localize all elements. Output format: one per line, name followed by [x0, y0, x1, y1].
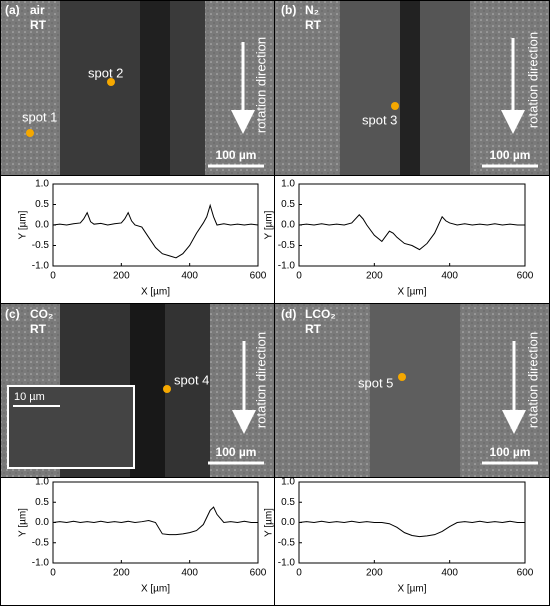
spot-marker: [163, 385, 171, 393]
scale-label: 100 µm: [216, 148, 257, 162]
x-tick-label: 400: [181, 568, 198, 579]
spot-marker: [107, 78, 115, 86]
panel-label: (b): [281, 3, 296, 17]
y-axis-label: Y [µm]: [264, 508, 275, 537]
y-tick-label: 0.0: [35, 220, 49, 231]
direction-label: rotation direction: [525, 32, 540, 128]
x-tick-label: 200: [366, 568, 383, 579]
spot-marker: [391, 102, 399, 110]
y-tick-label: 1.0: [281, 477, 295, 488]
spot-label: spot 5: [358, 375, 393, 390]
y-tick-label: 0.0: [281, 220, 295, 231]
temperature: RT: [305, 322, 322, 336]
wear-track: [140, 0, 170, 175]
x-axis-label: X [µm]: [141, 287, 170, 298]
y-tick-label: 0.0: [281, 517, 295, 528]
y-axis-label: Y [µm]: [18, 210, 29, 239]
scale-label: 100 µm: [490, 445, 531, 459]
panel-label: (a): [5, 3, 20, 17]
wear-track: [60, 0, 205, 175]
temperature: RT: [30, 18, 47, 32]
inset-scale-label: 10 µm: [14, 391, 45, 403]
inset-image: [7, 385, 135, 469]
y-tick-label: -0.5: [32, 537, 50, 548]
x-tick-label: 200: [113, 568, 130, 579]
y-tick-label: -0.5: [32, 240, 50, 251]
plot-area: [52, 183, 259, 267]
spot-marker: [398, 373, 406, 381]
x-tick-label: 0: [50, 271, 56, 282]
x-tick-label: 400: [181, 271, 198, 282]
y-tick-label: 1.0: [35, 179, 49, 190]
spot-label: spot 2: [88, 65, 123, 80]
x-axis-label: X [µm]: [397, 287, 426, 298]
wear-track: [370, 304, 460, 477]
x-tick-label: 600: [250, 568, 267, 579]
profile-line: [52, 506, 258, 536]
temperature: RT: [305, 18, 322, 32]
x-tick-label: 600: [250, 271, 267, 282]
scale-label: 100 µm: [490, 148, 531, 162]
y-axis-label: Y [µm]: [264, 210, 275, 239]
y-tick-label: 1.0: [35, 477, 49, 488]
y-tick-label: 1.0: [281, 179, 295, 190]
atmosphere: CO₂: [30, 307, 53, 321]
x-tick-label: 0: [50, 568, 56, 579]
profile-line: [298, 520, 525, 538]
x-tick-label: 600: [517, 568, 534, 579]
y-tick-label: 0.5: [281, 199, 295, 210]
y-tick-label: -0.5: [278, 537, 296, 548]
y-tick-label: -1.0: [32, 558, 50, 569]
profile-line: [52, 203, 259, 259]
direction-label: rotation direction: [525, 332, 540, 428]
spot-label: spot 4: [174, 372, 209, 387]
scale-label: 100 µm: [216, 445, 257, 459]
x-tick-label: 200: [366, 271, 383, 282]
y-tick-label: 0.0: [35, 517, 49, 528]
wear-track: [130, 304, 165, 477]
profile-line: [298, 214, 525, 251]
x-tick-label: 0: [296, 271, 302, 282]
x-tick-label: 600: [517, 271, 534, 282]
panel-label: (d): [281, 307, 296, 321]
y-tick-label: 0.5: [281, 497, 295, 508]
x-tick-label: 200: [113, 271, 130, 282]
direction-label: rotation direction: [253, 332, 268, 428]
y-axis-label: Y [µm]: [18, 508, 29, 537]
spot-marker: [26, 129, 34, 137]
y-tick-label: 0.5: [35, 497, 49, 508]
y-tick-label: -1.0: [32, 261, 50, 272]
x-tick-label: 400: [441, 271, 458, 282]
x-tick-label: 0: [296, 568, 302, 579]
temperature: RT: [30, 322, 47, 336]
direction-label: rotation direction: [253, 37, 268, 133]
wear-track: [400, 0, 420, 175]
x-axis-label: X [µm]: [397, 584, 426, 595]
y-tick-label: 0.5: [35, 199, 49, 210]
x-tick-label: 400: [441, 568, 458, 579]
spot-label: spot 3: [362, 112, 397, 127]
atmosphere: N₂: [305, 3, 319, 17]
x-axis-label: X [µm]: [141, 584, 170, 595]
atmosphere: LCO₂: [305, 307, 336, 321]
panel-label: (c): [5, 307, 20, 321]
y-tick-label: -1.0: [278, 261, 296, 272]
spot-label: spot 1: [22, 109, 57, 124]
y-tick-label: -1.0: [278, 558, 296, 569]
atmosphere: air: [30, 3, 45, 17]
y-tick-label: -0.5: [278, 240, 296, 251]
